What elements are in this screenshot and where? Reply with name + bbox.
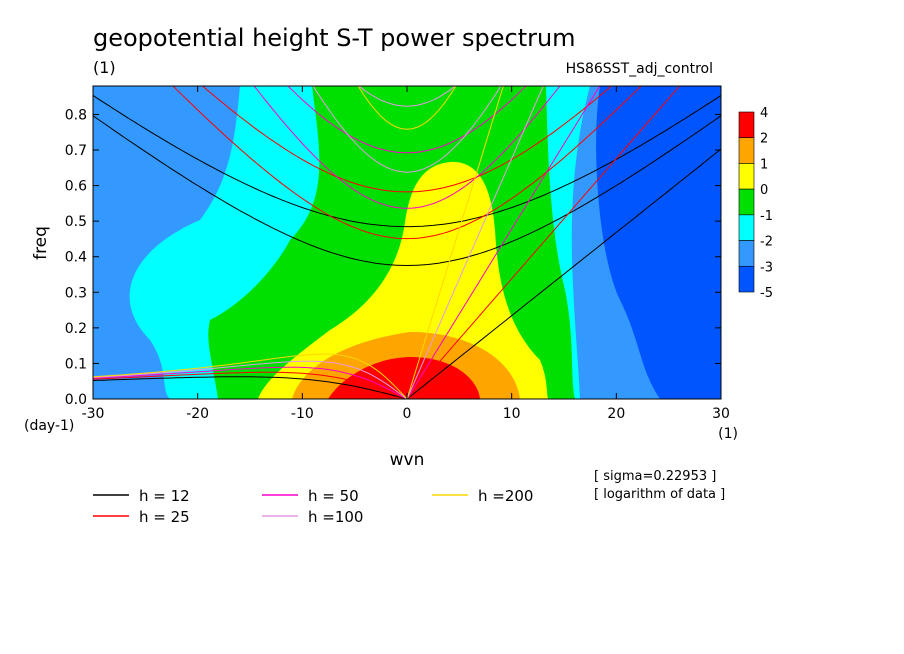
- kelvin-curve-h200: [406, 86, 504, 399]
- colorbar-label: -1: [760, 209, 773, 224]
- colorbar-label: -2: [760, 235, 773, 250]
- legend-label: h = 50: [308, 487, 359, 505]
- ig-curve-h50-n2: [287, 86, 527, 154]
- x-tick-label: -30: [82, 406, 105, 422]
- y-tick-label: 0.5: [65, 214, 87, 230]
- y-tick-label: 0.6: [65, 179, 87, 195]
- y-tick-label: 0.4: [65, 250, 87, 266]
- x-tick-label: -10: [291, 406, 314, 422]
- y-tick-label: 0.0: [65, 392, 87, 408]
- y-axis-label: freq: [31, 226, 51, 260]
- legend-label: h =200: [478, 487, 533, 505]
- y-tick-label: 0.1: [65, 356, 87, 372]
- colorbar-label: -5: [760, 286, 773, 301]
- x-axis-unit: (1): [718, 426, 738, 442]
- rossby-curve-h25: [93, 371, 408, 399]
- chart-subtitle-left: (1): [93, 58, 116, 77]
- rossby-curve-h50: [93, 366, 408, 399]
- y-axis-unit: (day-1): [24, 418, 74, 434]
- colorbar-label: 0: [760, 183, 768, 198]
- ig-curve-h200-n1: [357, 86, 457, 130]
- colorbar-swatch: [738, 163, 755, 190]
- ig-curve-h12-n1: [93, 115, 721, 267]
- x-tick-label: 10: [503, 406, 521, 422]
- colorbar-swatch: [738, 214, 755, 241]
- log-note: [ logarithm of data ]: [594, 487, 725, 502]
- kelvin-curve-h50: [406, 86, 601, 399]
- y-tick-label: 0.3: [65, 285, 87, 301]
- ig-curve-h25-n1: [172, 86, 642, 240]
- ig-curve-h25-n2: [201, 86, 613, 193]
- colorbar-swatch: [738, 188, 755, 216]
- chart-subtitle-right: HS86SST_adj_control: [566, 61, 713, 77]
- legend-label: h =100: [308, 508, 363, 526]
- x-tick-label: 30: [712, 406, 730, 422]
- ig-curve-h100-n2: [358, 86, 456, 107]
- kelvin-curve-h100: [406, 86, 544, 399]
- x-tick-label: -20: [186, 406, 209, 422]
- colorbar: 4 2 1 0 -1 -2 -3 -5: [738, 106, 773, 301]
- kelvin-curve-h12: [406, 148, 721, 399]
- colorbar-label: 2: [760, 132, 768, 147]
- chart-title: geopotential height S-T power spectrum: [93, 24, 576, 52]
- colorbar-label: 4: [760, 106, 768, 121]
- sigma-note: [ sigma=0.22953 ]: [594, 469, 716, 484]
- dispersion-curves: [93, 86, 721, 399]
- colorbar-swatch: [738, 111, 755, 139]
- spectrum-shading: [93, 86, 721, 399]
- colorbar-swatch: [738, 137, 755, 164]
- rossby-curve-h12: [93, 376, 408, 399]
- colorbar-label: -3: [760, 260, 773, 275]
- y-tick-label: 0.7: [65, 143, 87, 159]
- colorbar-label: 1: [760, 157, 768, 172]
- ig-curve-h100-n1: [312, 86, 502, 173]
- rossby-curve-h100: [93, 360, 408, 399]
- y-tick-label: 0.2: [65, 321, 87, 337]
- x-tick-label: 0: [403, 406, 412, 422]
- rossby-curve-h200: [93, 353, 408, 399]
- x-tick-label: 20: [607, 406, 625, 422]
- kelvin-curve-h25: [406, 86, 681, 399]
- curve-legend: h = 12 h = 25 h = 50 h =100 h =200: [93, 487, 533, 526]
- y-tick-label: 0.8: [65, 107, 87, 123]
- colorbar-swatch: [738, 240, 755, 267]
- x-axis-label: wvn: [390, 450, 425, 470]
- legend-label: h = 25: [139, 508, 190, 526]
- axes: -30 -20 -10 0 10 20 30 0.0 0.1 0.2 0.3 0.4 0.5 0.6 0.7…: [65, 86, 730, 422]
- colorbar-swatch: [738, 265, 755, 293]
- legend-label: h = 12: [139, 487, 190, 505]
- ig-curve-h50-n1: [253, 86, 561, 209]
